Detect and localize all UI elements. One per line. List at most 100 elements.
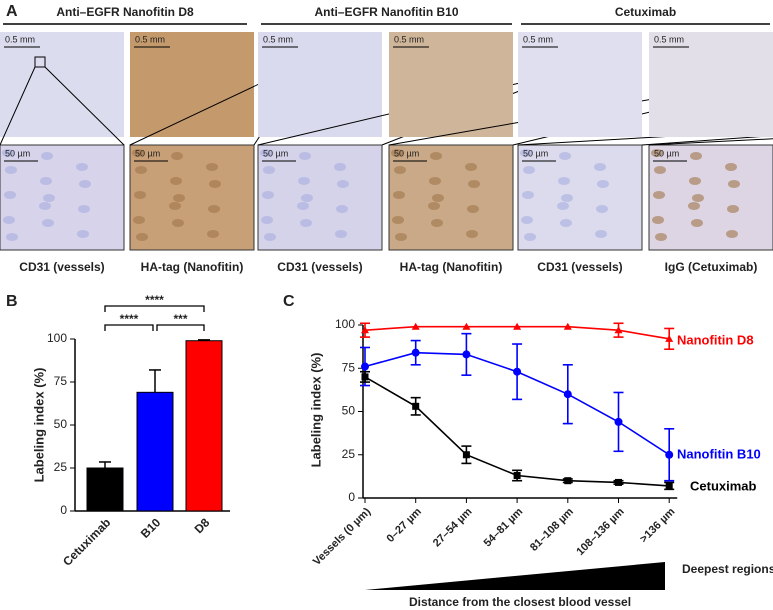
nucleus [79,180,91,188]
nucleus [689,177,701,185]
nucleus [169,202,181,210]
nucleus [263,166,275,174]
nucleus [299,152,311,160]
nucleus [262,191,274,199]
scale-label: 0.5 mm [263,34,293,44]
nucleus [43,194,55,202]
nucleus [40,177,52,185]
zoom-image [0,144,125,251]
x-axis-label: Distance from the closest blood vessel [409,595,631,609]
overview-image [258,32,382,137]
zoom-line [44,66,125,146]
nucleus [392,216,404,224]
zoom-line [517,129,773,146]
marker [513,367,522,376]
bar [136,391,174,512]
scale-label: 50 µm [523,148,548,158]
scale-label: 50 µm [394,148,419,158]
group-title: Cetuximab [615,5,676,19]
overview-image [0,32,124,137]
image-caption: HA-tag (Nanofitin) [141,260,244,274]
panel-label: A [6,3,18,20]
nucleus [524,233,536,241]
nucleus [429,177,441,185]
nucleus [300,219,312,227]
overview-image [518,32,642,137]
nucleus [559,152,571,160]
x-tick-label: >136 µm [638,506,678,546]
nucleus [260,149,272,157]
marker [614,417,623,426]
scale-label: 0.5 mm [394,34,424,44]
nucleus [430,152,442,160]
image-caption: CD31 (vessels) [277,260,362,274]
nucleus [692,194,704,202]
marker [462,350,471,359]
y-tick-label: 0 [348,490,355,504]
x-tick-label: 0–27 µm [385,506,425,546]
bar [185,340,223,512]
nucleus [171,152,183,160]
x-tick-label: Vessels (0 µm) [311,505,373,567]
marker [564,477,572,485]
image-caption: CD31 (vessels) [537,260,622,274]
marker [513,472,521,480]
annotation: Deepest regions [682,562,773,576]
overview-image [130,32,254,137]
y-tick-label: 25 [342,447,356,461]
image-caption: HA-tag (Nanofitin) [400,260,503,274]
y-tick-label: 100 [335,317,355,331]
bar [86,467,124,512]
nucleus [336,205,348,213]
marker [665,334,674,342]
scale-label: 0.5 mm [523,34,553,44]
y-axis-label: Labeling index (%) [308,353,323,468]
nucleus [297,202,309,210]
scale-label: 0.5 mm [5,34,35,44]
nucleus [132,149,144,157]
x-tick-label: 81–108 µm [528,506,576,554]
significance-label: **** [145,293,164,307]
nucleus [5,166,17,174]
x-tick-label: Cetuximab [60,515,113,568]
nucleus [134,191,146,199]
nucleus [651,149,663,157]
significance-label: *** [173,312,187,326]
overview-image [649,32,773,137]
nucleus [431,219,443,227]
legend-label: Cetuximab [690,478,757,493]
nucleus [4,191,16,199]
x-tick-label: D8 [192,515,213,536]
y-tick-label: 100 [47,331,67,345]
nucleus [264,233,276,241]
nucleus [653,191,665,199]
nucleus [523,166,535,174]
marker [361,373,369,381]
marker [513,322,522,330]
nucleus [170,177,182,185]
y-tick-label: 25 [54,460,68,474]
nucleus [3,216,15,224]
scale-label: 0.5 mm [654,34,684,44]
zoom-image [257,144,383,251]
marker [563,390,572,399]
nucleus [334,163,346,171]
marker [361,326,369,334]
y-tick-label: 50 [342,404,356,418]
y-tick-label: 0 [60,503,67,517]
depth-wedge [365,562,665,590]
marker [665,482,673,490]
overview-image [389,32,513,137]
nucleus [727,205,739,213]
nucleus [728,180,740,188]
nucleus [209,180,221,188]
nucleus [261,216,273,224]
marker [665,450,674,459]
marker [615,478,622,486]
nucleus [208,205,220,213]
nucleus [432,194,444,202]
zoom-box [34,56,46,68]
nucleus [207,230,219,238]
scale-label: 50 µm [135,148,160,158]
nucleus [558,177,570,185]
